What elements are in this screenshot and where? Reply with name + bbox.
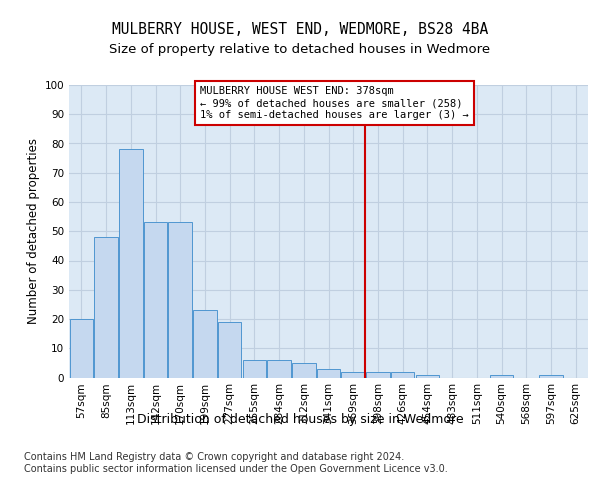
Bar bbox=[416, 374, 439, 378]
Bar bbox=[391, 372, 415, 378]
Text: MULBERRY HOUSE WEST END: 378sqm
← 99% of detached houses are smaller (258)
1% of: MULBERRY HOUSE WEST END: 378sqm ← 99% of… bbox=[200, 86, 469, 120]
Bar bbox=[70, 319, 93, 378]
Bar bbox=[242, 360, 266, 378]
Y-axis label: Number of detached properties: Number of detached properties bbox=[28, 138, 40, 324]
Bar bbox=[292, 363, 316, 378]
Text: Contains HM Land Registry data © Crown copyright and database right 2024.
Contai: Contains HM Land Registry data © Crown c… bbox=[24, 452, 448, 474]
Bar bbox=[268, 360, 291, 378]
Bar bbox=[193, 310, 217, 378]
Bar bbox=[490, 374, 513, 378]
Bar bbox=[169, 222, 192, 378]
Text: Distribution of detached houses by size in Wedmore: Distribution of detached houses by size … bbox=[137, 412, 463, 426]
Bar bbox=[317, 368, 340, 378]
Bar bbox=[366, 372, 389, 378]
Bar bbox=[218, 322, 241, 378]
Bar bbox=[144, 222, 167, 378]
Bar bbox=[94, 237, 118, 378]
Text: Size of property relative to detached houses in Wedmore: Size of property relative to detached ho… bbox=[109, 42, 491, 56]
Bar bbox=[119, 150, 143, 378]
Bar bbox=[341, 372, 365, 378]
Text: MULBERRY HOUSE, WEST END, WEDMORE, BS28 4BA: MULBERRY HOUSE, WEST END, WEDMORE, BS28 … bbox=[112, 22, 488, 38]
Bar bbox=[539, 374, 563, 378]
